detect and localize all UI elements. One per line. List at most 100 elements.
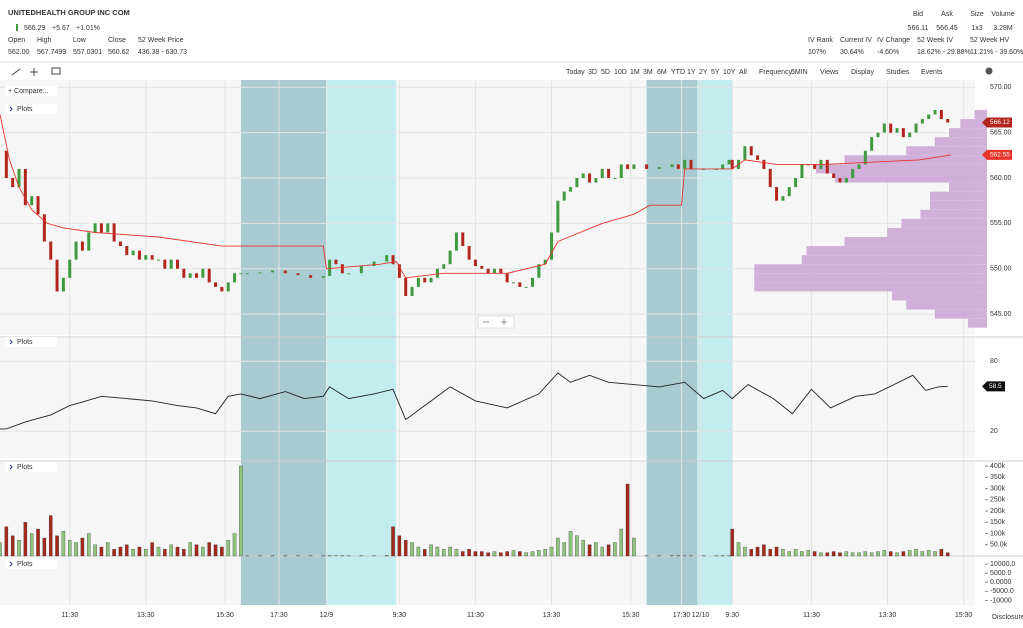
range-button[interactable]: All [739,69,747,76]
volume-bar [768,549,772,557]
range-button[interactable]: 5Y [711,69,720,76]
menu[interactable]: Display [851,69,874,76]
volume-bar [226,540,230,557]
iv-value: 18.62% - 29.88% [917,49,971,56]
volume-profile-bar [960,119,987,129]
quote-label: Size [970,11,984,18]
plots-button[interactable]: Plots [17,561,33,568]
candle [727,159,731,165]
volume-bar [933,551,937,557]
candle [55,259,59,292]
range-button[interactable]: 10D [614,69,627,76]
candle [404,277,408,296]
candle [435,268,439,278]
volume-bar [895,552,899,557]
candle [946,119,950,123]
volume-bar [499,552,503,557]
candle [220,286,224,292]
range-button[interactable]: YTD [671,69,685,76]
candle [359,266,363,274]
range-button[interactable]: 5D [601,69,610,76]
settings-icon[interactable] [985,67,993,75]
volume-bar [67,540,72,557]
candle [150,255,154,260]
volume-profile-bar [934,137,987,147]
candle [42,214,46,242]
plots-box[interactable] [5,104,57,114]
candle [99,223,103,233]
compare-box[interactable] [5,86,57,96]
range-button[interactable]: 3M [643,69,653,76]
candle [454,232,458,251]
y-tick-label: 200k [990,508,1006,515]
volume-bar [632,537,636,557]
menu[interactable]: Events [921,69,943,76]
volume-bar [131,549,135,557]
candle [939,109,943,120]
candle [68,259,72,278]
candle [448,250,452,265]
draw-tool-icon[interactable] [11,67,61,76]
range-button[interactable]: 2Y [699,69,708,76]
volume-bar [480,551,484,557]
frequency[interactable]: 5MIN [791,69,808,76]
stat-value: 560.62 [108,49,130,56]
session-band [646,80,698,605]
range-button[interactable]: 1M [630,69,640,76]
candle [296,273,300,276]
volume-bar [169,544,173,557]
disclosure-link[interactable]: Disclosure [992,614,1023,621]
y-tick-label: 150k [990,519,1006,526]
plots-button[interactable]: Plots [17,464,33,471]
plots-button[interactable]: Plots [17,339,33,346]
plots-box[interactable] [5,462,57,472]
candle [93,223,97,233]
menu[interactable]: Views [820,69,839,76]
plots-box[interactable] [5,337,57,347]
candle [537,264,541,278]
volume-profile-bar [806,246,987,256]
candle [106,223,110,233]
plots-box[interactable] [5,559,57,569]
range-button[interactable]: 3D [588,69,597,76]
volume-bar [87,533,91,557]
menu[interactable]: Studies [886,69,910,76]
y-tick-label: 545.00 [990,311,1012,318]
volume-bar [562,542,566,557]
range-button[interactable]: Today [566,69,585,76]
candle [613,178,617,180]
volume-bar [581,540,585,557]
volume-bar [213,544,218,557]
candle [550,232,554,260]
plots-button[interactable]: Plots [17,106,33,113]
volume-bar [926,550,931,557]
vwap-line [0,114,951,279]
candle [442,264,446,269]
volume-bar [505,551,509,557]
volume-bar [806,550,811,557]
y-tick-label: -5000.0 [990,588,1014,595]
y-tick-label: 50.0k [990,542,1008,549]
range-button[interactable]: 6M [657,69,667,76]
range-button[interactable]: 1Y [687,69,696,76]
volume-bar [42,537,47,557]
volume-profile-bar [901,218,987,228]
compare-button[interactable]: + Compare... [8,88,49,95]
volume-profile-bar [968,318,987,328]
range-button[interactable]: 10Y [723,69,736,76]
volume-bar [511,550,516,557]
candle [461,232,465,247]
iv-label: IV Rank [808,37,833,44]
candle [908,132,912,138]
volume-bar [17,540,21,557]
candle [714,168,718,170]
candle [340,264,344,274]
pane-background [0,80,975,335]
candle [23,168,27,206]
zoom-control[interactable] [477,315,515,329]
volume-bar [416,546,421,557]
candle [901,128,905,138]
stat-value: 562.00 [8,49,30,56]
y-tick-label: 0.0000 [990,579,1012,586]
candle [163,259,167,269]
